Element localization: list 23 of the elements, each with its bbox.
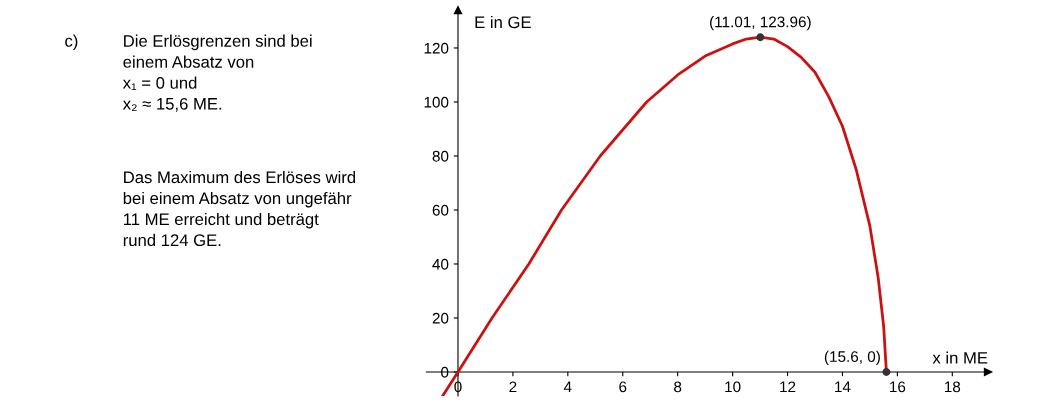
text: Die Erlösgrenzen sind bei einem Absatz von x₁ = 0 und x₂ ≈ 15,6 ME. (122, 34, 312, 112)
y-tick-label: 20 (432, 312, 449, 324)
y-tick-label: 100 (424, 96, 449, 108)
y-axis-title: E in GE (475, 15, 531, 29)
annotation: (15.6, 0) (824, 350, 880, 366)
y-tick-label: 80 (432, 150, 449, 162)
y-tick-label: 0 (441, 366, 449, 378)
x-tick-label: 14 (835, 381, 851, 393)
x-tick-label: 4 (563, 381, 572, 393)
x-tick-label: 2 (509, 381, 517, 393)
y-tick-label: 120 (424, 42, 449, 54)
y-tick-label: 60 (432, 204, 449, 216)
x-tick-label: 6 (619, 381, 627, 393)
annotation: (11.01, 123.96) (710, 16, 811, 31)
text: c) (65, 34, 78, 51)
x-tick-label: 10 (725, 381, 741, 393)
x-tick-label: 12 (780, 381, 796, 393)
y-tick-label: 40 (432, 258, 449, 270)
x-tick-label: 8 (674, 381, 682, 393)
x-tick-label: 16 (890, 381, 906, 393)
x-axis-title: x in ME (932, 351, 988, 364)
text: Das Maximum des Erlöses wird bei einem Absatz von ungefähr 11 ME erreicht und beträgt rund 124 GE. (123, 170, 356, 247)
x-tick-label: 18 (944, 381, 961, 393)
